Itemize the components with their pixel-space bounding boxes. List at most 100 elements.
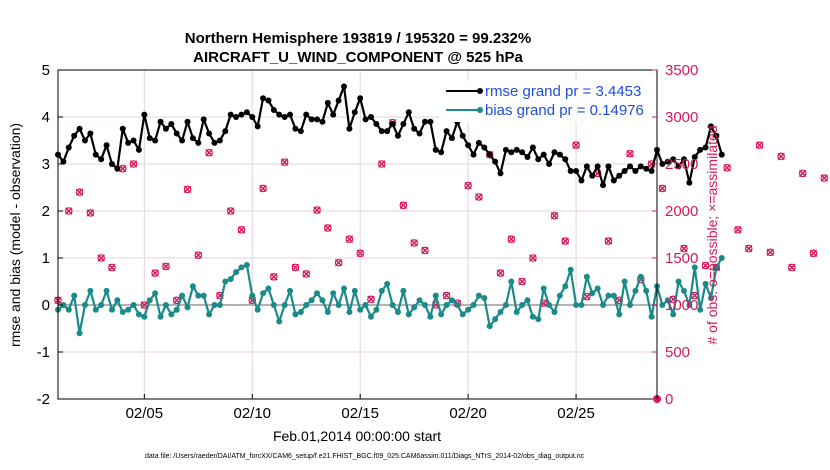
bias-point xyxy=(71,292,78,299)
obs-assimilated-marker xyxy=(464,181,472,190)
bias-point xyxy=(702,280,709,287)
bias-point xyxy=(216,302,223,308)
obs-possible-marker xyxy=(421,246,429,255)
obs-assimilated-marker xyxy=(97,254,105,262)
rmse-point xyxy=(195,139,202,146)
rmse-point xyxy=(481,144,488,151)
rmse-point xyxy=(648,168,655,175)
rmse-point xyxy=(513,146,520,153)
obs-possible-marker xyxy=(496,269,505,277)
series-lines xyxy=(55,83,725,337)
rmse-point xyxy=(427,118,434,125)
bias-point xyxy=(227,276,234,283)
obs-possible-marker xyxy=(97,254,105,262)
rmse-point xyxy=(448,135,455,142)
x-tick-label: 02/15 xyxy=(341,405,379,422)
bias-point xyxy=(583,273,590,280)
rmse-point xyxy=(287,111,294,118)
rmse-point xyxy=(357,95,364,102)
bias-point xyxy=(400,287,407,294)
bias-point xyxy=(394,309,401,316)
right-axis-ticks: 0 500 1000 1500 2000 2500 3000 3500 xyxy=(652,62,698,408)
bias-point xyxy=(173,306,180,313)
left-tick-label: 0 xyxy=(42,297,50,314)
right-tick-label: 2000 xyxy=(665,203,698,220)
bias-point xyxy=(427,313,434,320)
rmse-point xyxy=(81,137,88,144)
bias-point xyxy=(632,287,639,294)
rmse-point xyxy=(308,116,315,123)
legend: rmse grand pr = 3.4453 bias grand pr = 0… xyxy=(441,81,652,122)
plot-frame xyxy=(57,69,658,400)
obs-assimilated-marker xyxy=(291,263,300,272)
legend-box xyxy=(441,81,652,122)
rmse-point xyxy=(459,132,466,139)
bias-point xyxy=(659,302,666,308)
obs-possible-marker xyxy=(777,152,785,161)
bias-point xyxy=(465,306,472,313)
obs-possible-marker xyxy=(334,258,343,267)
obs-possible-marker xyxy=(518,277,526,286)
bias-point xyxy=(627,302,634,308)
bias-point xyxy=(308,297,315,304)
bias-point xyxy=(713,264,720,271)
rmse-point xyxy=(616,172,623,179)
bias-point xyxy=(346,309,353,316)
bias-point xyxy=(119,309,126,316)
rmse-point xyxy=(211,139,218,146)
bias-point xyxy=(551,309,558,316)
data-file-footer: data file: /Users/raeder/DAI/ATM_forcXX/… xyxy=(145,453,585,460)
bias-point xyxy=(443,302,450,308)
rmse-point xyxy=(189,135,196,142)
obs-assimilated-marker xyxy=(799,169,807,178)
obs-possible-marker xyxy=(626,149,634,158)
bias-point xyxy=(535,316,542,323)
bias-point xyxy=(314,290,321,297)
bias-point xyxy=(508,278,515,285)
bias-point xyxy=(65,306,72,313)
bias-point xyxy=(680,287,687,294)
bias-point xyxy=(378,287,385,294)
obs-possible-marker xyxy=(723,163,731,172)
bias-point xyxy=(497,309,504,316)
bias-point xyxy=(243,262,250,269)
obs-assimilated-marker xyxy=(194,251,203,259)
rmse-point xyxy=(627,163,634,170)
obs-assimilated-marker xyxy=(723,164,731,172)
rmse-point xyxy=(508,149,515,156)
bias-point xyxy=(330,290,337,297)
rmse-point xyxy=(475,139,482,146)
bias-point xyxy=(562,283,569,290)
obs-assimilated-marker xyxy=(162,262,170,271)
bias-point xyxy=(405,311,412,318)
rmse-point xyxy=(141,111,148,118)
bias-point xyxy=(200,292,207,299)
bias-point xyxy=(270,302,277,308)
rmse-point xyxy=(492,158,499,165)
bias-point xyxy=(486,323,493,330)
rmse-point xyxy=(551,149,558,156)
obs-possible-marker xyxy=(788,263,796,272)
rmse-point xyxy=(222,128,229,135)
bias-point xyxy=(108,306,115,313)
obs-possible-marker xyxy=(377,160,386,168)
rmse-point xyxy=(502,146,509,153)
bias-point xyxy=(189,283,196,290)
obs-assimilated-marker xyxy=(119,165,127,173)
rmse-point xyxy=(535,156,542,163)
rmse-point xyxy=(400,121,407,128)
bias-point xyxy=(60,302,67,308)
obs-assimilated-marker xyxy=(183,185,192,194)
bias-point xyxy=(470,302,477,308)
rmse-point xyxy=(432,146,439,153)
obs-assimilated-marker xyxy=(226,207,235,215)
obs-assimilated-marker xyxy=(701,261,710,270)
rmse-point xyxy=(394,132,401,139)
bias-point xyxy=(249,292,256,299)
obs-assimilated-marker xyxy=(237,226,246,234)
rmse-point xyxy=(680,156,687,163)
rmse-point xyxy=(324,99,331,106)
obs-assimilated-marker xyxy=(626,149,634,158)
obs-assimilated-marker xyxy=(313,206,321,214)
rmse-point xyxy=(265,97,272,104)
